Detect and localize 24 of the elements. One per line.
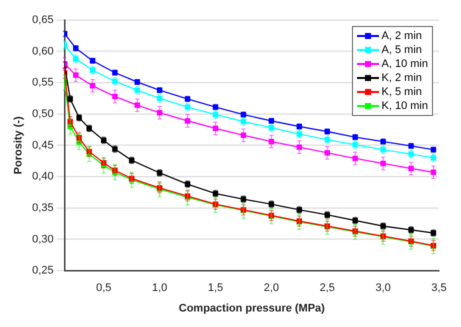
y-tick-label: 0,55 [32, 76, 54, 89]
x-tick-label: 0,5 [96, 282, 112, 294]
legend-label: K, 5 min [382, 85, 422, 99]
y-tick-label: 0,50 [32, 108, 54, 120]
legend-label: A, 10 min [382, 57, 428, 71]
y-tick-label: 0,65 [32, 14, 54, 26]
legend-label: K, 2 min [382, 71, 422, 85]
y-axis-title: Porosity (-) [12, 116, 25, 174]
x-tick-label: 3,5 [431, 282, 447, 294]
legend-label: A, 2 min [382, 29, 422, 43]
x-axis-title: Compaction pressure (MPa) [178, 302, 326, 314]
x-tick-label: 1,5 [208, 282, 224, 294]
x-tick-label: 3,0 [375, 282, 391, 294]
x-tick-label: 2,0 [264, 282, 280, 294]
y-tick-label: 0,35 [32, 202, 54, 214]
y-tick-label: 0,45 [32, 139, 54, 152]
x-tick-label: 2,5 [320, 282, 335, 294]
legend-label: A, 5 min [382, 43, 422, 57]
y-tick-label: 0,25 [32, 264, 54, 277]
y-tick-label: 0,60 [32, 45, 54, 58]
x-tick-label: 1,0 [152, 282, 168, 294]
legend-label: K, 10 min [382, 99, 428, 113]
y-tick-label: 0,30 [32, 233, 54, 246]
y-tick-label: 0,40 [32, 170, 54, 183]
